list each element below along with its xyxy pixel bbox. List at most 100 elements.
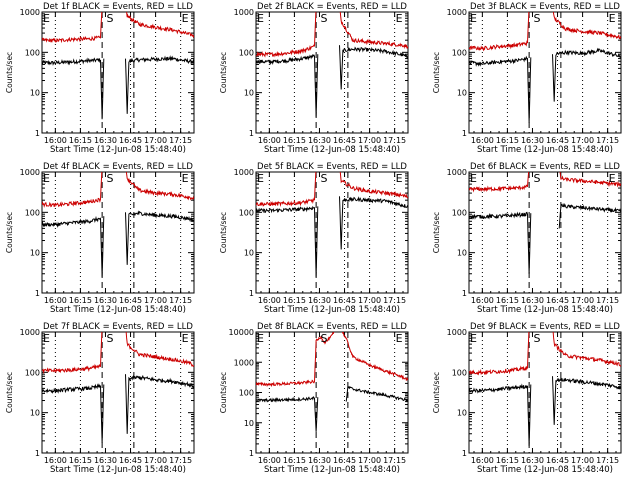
y-tick-label: 100 — [239, 389, 254, 398]
x-axis-label: Start Time (12-Jun-08 15:48:40) — [50, 145, 186, 155]
lld-series-line — [339, 172, 408, 199]
x-tick-label: 16:00 — [471, 136, 494, 145]
x-tick-label: 17:00 — [358, 296, 381, 305]
x-tick-label: 17:00 — [571, 296, 594, 305]
plot-frame — [255, 11, 409, 134]
y-tick-label: 1 — [462, 289, 467, 298]
marker-label-e: E — [43, 12, 50, 25]
marker-label-e: E — [470, 12, 477, 25]
x-tick-label: 17:00 — [358, 136, 381, 145]
y-tick-label: 1000 — [20, 8, 40, 17]
lld-series-line — [256, 332, 340, 388]
x-tick-label: 16:00 — [258, 296, 281, 305]
marker-label-s: S — [106, 172, 113, 185]
x-tick-label: 17:00 — [358, 456, 381, 465]
y-tick-label: 1000 — [447, 168, 467, 177]
y-tick-label: 1000 — [234, 168, 254, 177]
y-tick-label: 1 — [35, 289, 40, 298]
events-series-line — [345, 384, 408, 403]
x-tick-label: 16:45 — [546, 296, 569, 305]
marker-label-s: S — [533, 12, 540, 25]
series-group — [469, 332, 621, 446]
marker-label-e: E — [43, 172, 50, 185]
y-axis-label: Counts/sec — [5, 372, 14, 413]
x-tick-label: 17:00 — [571, 136, 594, 145]
x-tick-label: 16:00 — [471, 296, 494, 305]
y-tick-label: 10 — [457, 89, 467, 98]
series-group — [469, 172, 621, 274]
x-tick-label: 16:15 — [283, 296, 306, 305]
series-group — [42, 172, 194, 277]
x-axis-label: Start Time (12-Jun-08 15:48:40) — [477, 145, 613, 155]
y-tick-label: 10 — [30, 409, 40, 418]
plot-frame — [468, 331, 622, 454]
events-series-line — [552, 376, 621, 425]
lld-series-line — [469, 332, 530, 376]
events-series-line — [469, 383, 532, 446]
y-tick-label: 1 — [249, 449, 254, 458]
marker-label-s: S — [320, 12, 327, 25]
events-series-line — [256, 53, 319, 117]
y-axis-label: Counts/sec — [5, 52, 14, 93]
events-series-line — [339, 196, 408, 250]
events-series-line — [125, 210, 194, 265]
events-series-line — [256, 205, 319, 277]
events-series-line — [558, 202, 621, 229]
x-tick-label: 17:15 — [596, 136, 619, 145]
lld-series-line — [125, 172, 194, 201]
x-tick-label: 16:30 — [94, 296, 117, 305]
marker-label-s: S — [320, 332, 327, 345]
plot-frame — [255, 171, 409, 294]
x-axis-label: Start Time (12-Jun-08 15:48:40) — [477, 305, 613, 315]
x-tick-label: 16:15 — [283, 136, 306, 145]
events-series-line — [339, 45, 408, 90]
series-group — [42, 12, 194, 120]
lld-series-line — [42, 172, 103, 208]
lld-series-line — [552, 12, 621, 40]
marker-label-e: E — [257, 332, 264, 345]
x-tick-label: 16:45 — [333, 136, 356, 145]
x-tick-label: 16:15 — [496, 456, 519, 465]
plot-frame — [468, 11, 622, 134]
x-axis-label: Start Time (12-Jun-08 15:48:40) — [264, 465, 400, 475]
y-tick-label: 1 — [462, 129, 467, 138]
panel-7f: Det 7f BLACK = Events, RED = LLD 1 10 100 10… — [5, 322, 195, 475]
events-series-line — [42, 215, 105, 277]
plot-frame — [468, 171, 622, 294]
marker-label-e: E — [470, 172, 477, 185]
y-tick-label: 1 — [249, 129, 254, 138]
x-tick-label: 16:30 — [308, 456, 331, 465]
lld-series-line — [256, 172, 317, 207]
x-tick-label: 17:15 — [383, 456, 406, 465]
panel-title: Det 8f BLACK = Events, RED = LLD — [257, 322, 407, 332]
x-tick-label: 16:45 — [119, 136, 142, 145]
x-tick-label: 16:15 — [69, 456, 92, 465]
y-axis-label: Counts/sec — [219, 52, 228, 93]
y-tick-label: 1000 — [20, 168, 40, 177]
events-series-line — [42, 57, 105, 120]
panel-title: Det 1f BLACK = Events, RED = LLD — [43, 2, 193, 12]
panel-4f: Det 4f BLACK = Events, RED = LLD 1 10 100 10… — [5, 162, 195, 315]
lld-series-line — [341, 332, 408, 381]
marker-label-s: S — [106, 12, 113, 25]
y-tick-label: 10 — [244, 89, 254, 98]
marker-label-e: E — [257, 12, 264, 25]
x-tick-label: 16:30 — [521, 296, 544, 305]
y-axis-label: Counts/sec — [432, 212, 441, 253]
x-tick-label: 17:15 — [169, 456, 192, 465]
marker-label-e: E — [396, 172, 403, 185]
marker-label-s: S — [533, 332, 540, 345]
x-tick-label: 17:15 — [383, 296, 406, 305]
x-tick-label: 17:15 — [596, 296, 619, 305]
x-tick-label: 16:30 — [521, 136, 544, 145]
panel-title: Det 3f BLACK = Events, RED = LLD — [470, 2, 620, 12]
marker-label-e: E — [182, 332, 189, 345]
y-tick-label: 10000 — [229, 328, 254, 337]
lld-series-line — [559, 172, 621, 188]
plot-frame — [41, 11, 195, 134]
x-tick-label: 16:00 — [44, 136, 67, 145]
y-tick-label: 100 — [25, 208, 40, 217]
series-group — [42, 332, 194, 443]
y-tick-label: 100 — [25, 48, 40, 57]
panel-8f: Det 8f BLACK = Events, RED = LLD 1 10 100 10… — [219, 322, 409, 475]
